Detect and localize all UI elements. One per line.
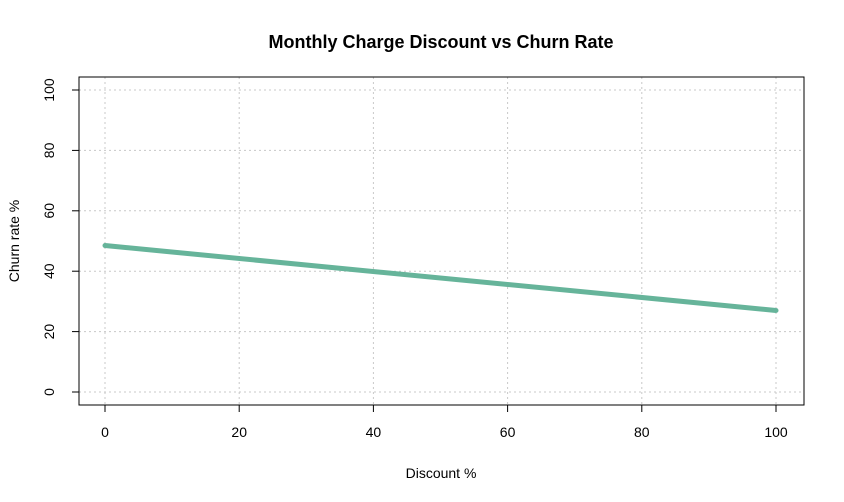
series-layer <box>102 243 779 313</box>
y-tick-label: 40 <box>41 263 57 279</box>
series-line-0 <box>102 243 779 313</box>
x-tick-label: 80 <box>634 424 650 440</box>
x-axis-label: Discount % <box>406 465 477 481</box>
y-tick-label: 20 <box>41 324 57 340</box>
y-tick-label: 80 <box>41 142 57 158</box>
x-tick-label: 100 <box>764 424 788 440</box>
y-axis: 0 20 40 60 80 100 <box>41 78 80 396</box>
chart-title: Monthly Charge Discount vs Churn Rate <box>268 32 613 52</box>
y-tick-label: 100 <box>41 78 57 102</box>
x-tick-label: 40 <box>366 424 382 440</box>
plot-frame <box>78 76 805 406</box>
grid <box>79 77 804 405</box>
y-tick-label: 0 <box>41 388 57 396</box>
x-tick-label: 20 <box>231 424 247 440</box>
x-axis: 0 20 40 60 80 100 <box>101 404 788 440</box>
x-tick-label: 60 <box>500 424 516 440</box>
y-tick-label: 60 <box>41 203 57 219</box>
y-axis-label: Churn rate % <box>6 200 22 282</box>
x-tick-label: 0 <box>101 424 109 440</box>
